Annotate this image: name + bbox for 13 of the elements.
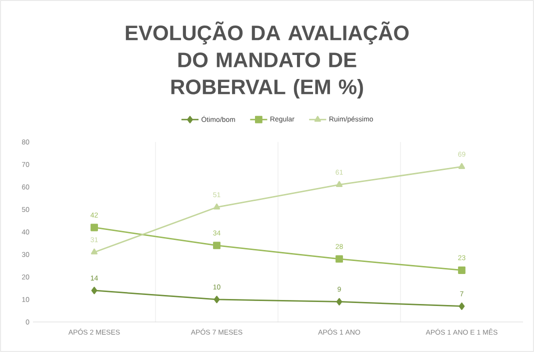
point [213, 204, 220, 210]
point [458, 266, 466, 274]
point [336, 255, 343, 263]
point [458, 302, 465, 310]
point [214, 296, 220, 304]
point [336, 298, 342, 306]
point [90, 248, 98, 254]
chart-title: EVOLUÇÃO DA AVALIAÇÃO DO MANDATO DE ROBERVAL (EM %) [126, 21, 409, 99]
point [458, 163, 466, 169]
point [91, 286, 98, 294]
point [90, 224, 98, 232]
point [213, 242, 220, 250]
point [336, 181, 343, 187]
